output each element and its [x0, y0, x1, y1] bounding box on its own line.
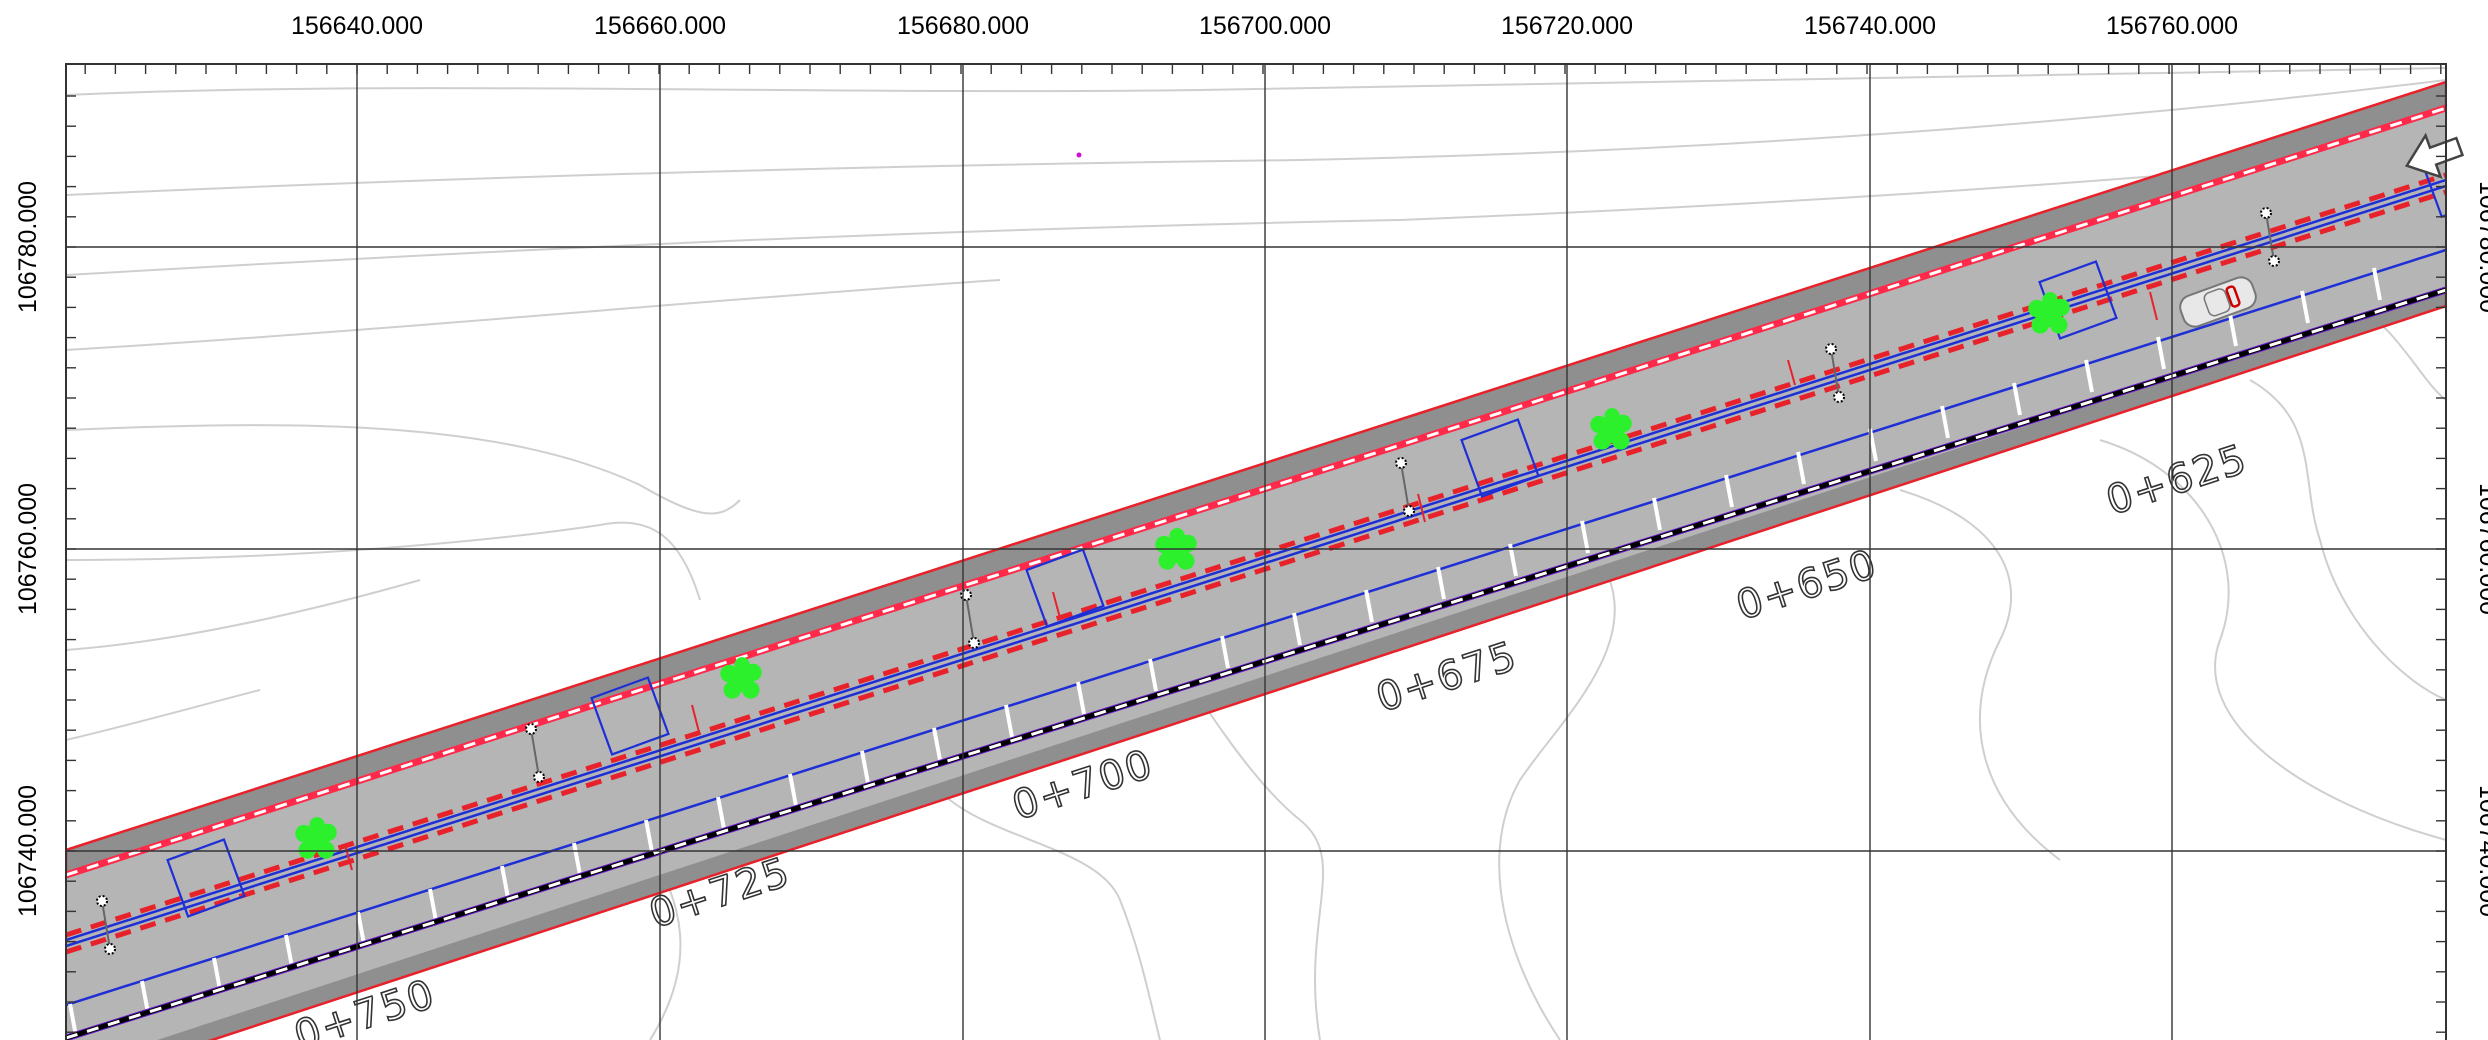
car-icon — [2179, 276, 2257, 328]
frame-ticks — [66, 64, 2446, 1033]
easting-label: 156660.000 — [594, 12, 726, 40]
coordinate-grid — [66, 64, 2446, 1040]
northing-label: 106780.000 — [2474, 181, 2488, 313]
easting-label: 156740.000 — [1804, 12, 1936, 40]
easting-labels: 156640.000 156660.000 156680.000 156700.… — [291, 12, 2238, 40]
northing-label: 106740.000 — [14, 785, 42, 917]
lane-ticks — [68, 267, 2382, 1037]
station-label: 0+650 — [1731, 541, 1883, 630]
northing-label: 106760.000 — [14, 483, 42, 615]
easting-label: 156700.000 — [1199, 12, 1331, 40]
northing-labels-left: 106780.000 106760.000 106740.000 — [14, 181, 42, 917]
contour-lines — [66, 67, 2446, 1040]
direction-arrow-icon — [2404, 132, 2465, 179]
red-markers — [344, 291, 2158, 871]
northing-label: 106740.000 — [2474, 785, 2488, 917]
sign-frame-icon — [1025, 548, 1105, 628]
survey-point — [1076, 152, 1082, 158]
road-corridor — [66, 80, 2446, 1040]
easting-label: 156680.000 — [897, 12, 1029, 40]
sign-frame-icon — [1460, 418, 1540, 498]
northing-label: 106780.000 — [14, 181, 42, 313]
sign-frame-icon — [590, 676, 670, 756]
sign-frame-icon — [166, 838, 246, 918]
northing-labels-right: 106780.000 106760.000 106740.000 — [2474, 181, 2488, 917]
easting-label: 156760.000 — [2106, 12, 2238, 40]
map-frame — [65, 63, 2447, 1040]
easting-label: 156720.000 — [1501, 12, 1633, 40]
northing-label: 106760.000 — [2474, 483, 2488, 615]
easting-label: 156640.000 — [291, 12, 423, 40]
